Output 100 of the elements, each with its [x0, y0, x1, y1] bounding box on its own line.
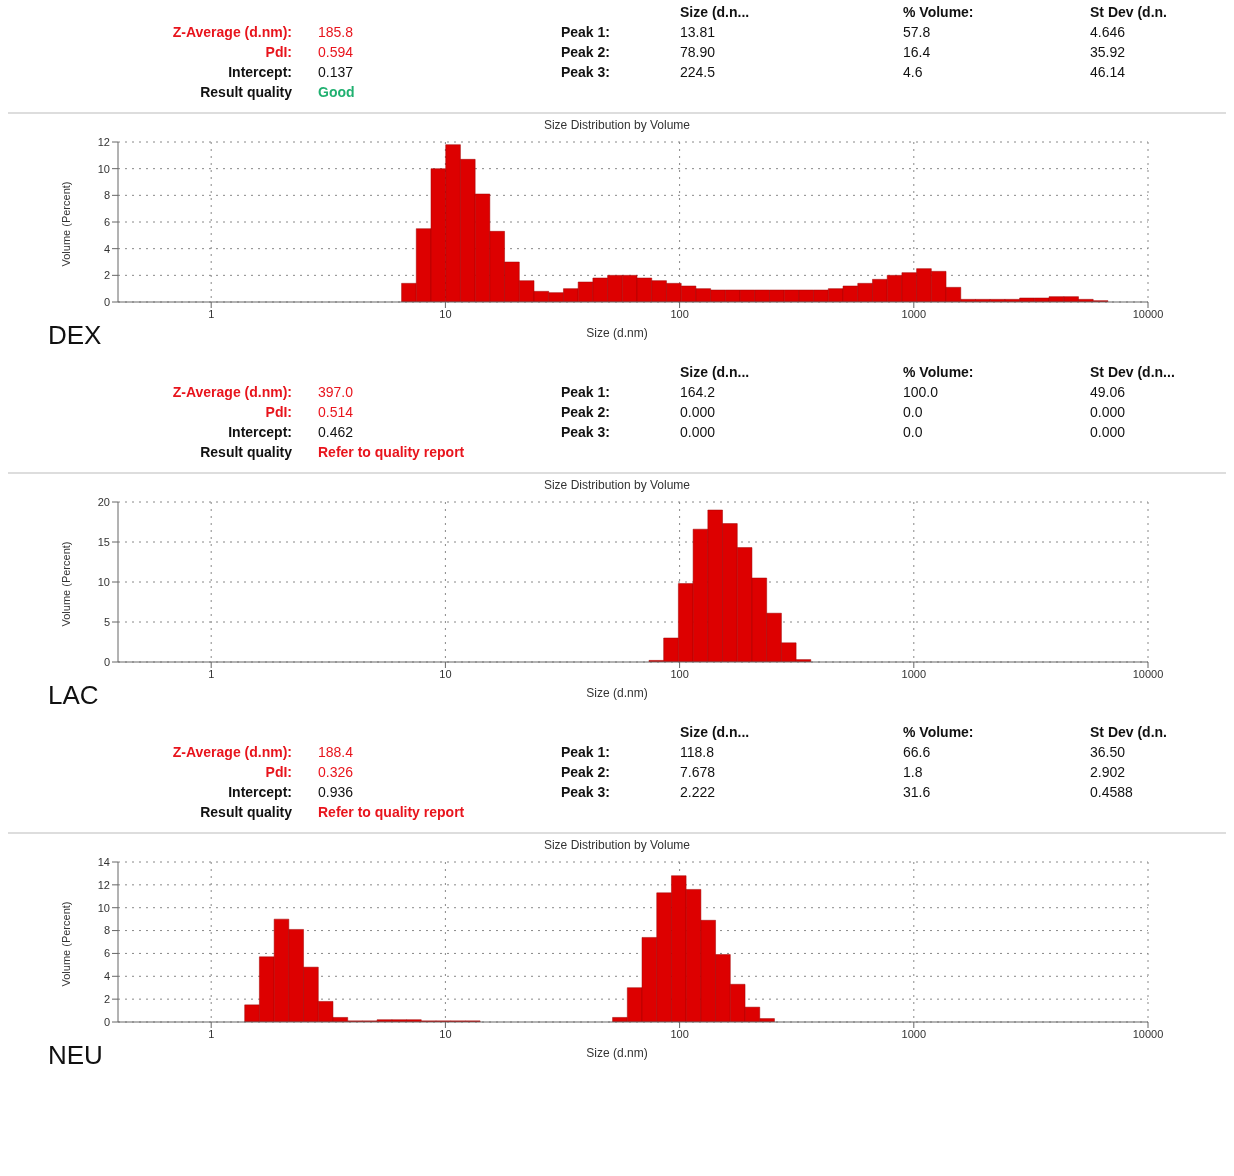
text: Result quality [200, 444, 292, 460]
text: 164.2 [680, 384, 716, 400]
text: 0.4588 [1090, 784, 1133, 800]
y-tick-label: 12 [97, 878, 110, 891]
text: 57.8 [903, 24, 931, 40]
text: Refer to quality report [318, 444, 465, 460]
chart-title: Size Distribution by Volume [542, 478, 692, 492]
y-axis-title: Volume (Percent) [60, 901, 72, 987]
text: 188.4 [318, 744, 354, 760]
text: Size (d.n... [680, 364, 750, 380]
text: Result quality [200, 84, 292, 100]
y-tick-label: 5 [103, 615, 110, 628]
text: Refer to quality report [318, 804, 465, 820]
x-tick-label: 10 [439, 1027, 452, 1040]
y-tick-label: 4 [103, 242, 110, 255]
text: Z-Average (d.nm): [172, 744, 292, 760]
text: % Volume: [903, 364, 974, 380]
y-tick-label: 12 [97, 135, 110, 148]
x-axis-title: Size (d.nm) [586, 686, 648, 700]
text: Intercept: [228, 784, 292, 800]
x-tick-label: 1000 [901, 307, 927, 320]
text: 66.6 [903, 744, 931, 760]
y-tick-label: 2 [103, 269, 110, 282]
text: 35.92 [1090, 44, 1126, 60]
text: Peak 3: [560, 784, 610, 800]
y-tick-label: 6 [103, 215, 110, 228]
text: 16.4 [903, 44, 931, 60]
x-tick-label: 10 [439, 307, 452, 320]
text: 49.06 [1090, 384, 1126, 400]
y-axis-title: Volume (Percent) [60, 541, 72, 627]
text: 0.514 [318, 404, 354, 420]
text: 31.6 [903, 784, 931, 800]
text: Peak 3: [560, 424, 610, 440]
x-axis-title: Size (d.nm) [586, 1046, 648, 1060]
chart-title: Size Distribution by Volume [542, 838, 692, 852]
x-tick-label: 100 [670, 307, 689, 320]
text: 118.8 [680, 744, 714, 760]
text: 0.0 [903, 424, 923, 440]
text: 46.14 [1090, 64, 1126, 80]
x-tick-label: 100 [670, 1027, 689, 1040]
text: Size (d.n... [680, 724, 750, 740]
text: 224.5 [680, 64, 716, 80]
text: St Dev (d.n. [1090, 4, 1168, 20]
text: Size (d.n... [680, 4, 750, 20]
text: 4.6 [903, 64, 923, 80]
x-tick-label: 1 [208, 1027, 215, 1040]
text: St Dev (d.n... [1090, 364, 1175, 380]
text: 2.902 [1090, 764, 1126, 780]
x-tick-label: 10000 [1132, 667, 1164, 680]
text: 2.222 [680, 784, 716, 800]
text: Intercept: [228, 424, 292, 440]
x-axis-title: Size (d.nm) [586, 326, 648, 340]
text: 0.462 [318, 424, 354, 440]
text: 0.0 [903, 404, 923, 420]
x-tick-label: 100 [670, 667, 689, 680]
chart-title: Size Distribution by Volume [542, 118, 692, 132]
text: Peak 3: [560, 64, 610, 80]
y-tick-label: 0 [103, 1015, 110, 1028]
text: Z-Average (d.nm): [172, 384, 292, 400]
text: 0.000 [1090, 424, 1126, 440]
text: Peak 1: [560, 744, 610, 760]
text: Peak 2: [560, 764, 610, 780]
text: 1.8 [903, 764, 923, 780]
y-tick-label: 10 [97, 162, 110, 175]
y-tick-label: 14 [97, 855, 110, 868]
x-tick-label: 1 [208, 667, 215, 680]
text: % Volume: [903, 724, 974, 740]
y-tick-label: 2 [103, 993, 110, 1006]
y-tick-label: 8 [103, 924, 110, 937]
text: Peak 2: [560, 44, 610, 60]
text: PdI: [265, 404, 292, 420]
text: 0.000 [680, 424, 716, 440]
text: 397.0 [318, 384, 354, 400]
y-tick-label: 15 [97, 535, 110, 548]
text: St Dev (d.n. [1090, 724, 1168, 740]
text: LAC [48, 680, 99, 711]
text: Result quality [200, 804, 292, 820]
text: 100.0 [903, 384, 939, 400]
text: 0.936 [318, 784, 354, 800]
text: 4.646 [1090, 24, 1126, 40]
y-tick-label: 8 [103, 189, 110, 202]
text: 0.326 [318, 764, 354, 780]
text: PdI: [265, 764, 292, 780]
text: Good [318, 84, 355, 100]
y-tick-label: 20 [97, 495, 110, 508]
y-tick-label: 4 [103, 970, 110, 983]
y-tick-label: 6 [103, 947, 110, 960]
text: 0.594 [318, 44, 354, 60]
x-tick-label: 10000 [1132, 1027, 1164, 1040]
y-tick-label: 10 [97, 575, 110, 588]
text: Z-Average (d.nm): [172, 24, 292, 40]
text: NEU [48, 1040, 103, 1071]
x-tick-label: 10000 [1132, 307, 1164, 320]
y-tick-label: 0 [103, 295, 110, 308]
x-tick-label: 1000 [901, 1027, 927, 1040]
y-axis-title: Volume (Percent) [60, 181, 72, 267]
text: 78.90 [680, 44, 716, 60]
text: 0.000 [680, 404, 716, 420]
text: Intercept: [228, 64, 292, 80]
y-tick-label: 10 [97, 901, 110, 914]
